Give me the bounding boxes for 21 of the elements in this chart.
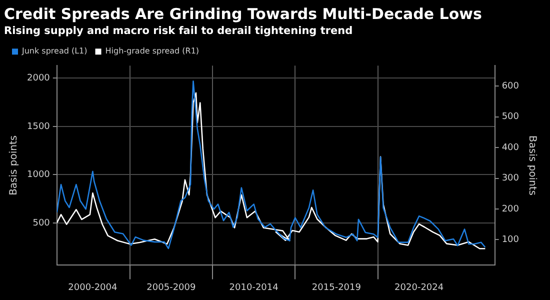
y2-tick-label: 600 <box>502 82 520 92</box>
x-tick-label: 2015-2019 <box>312 282 362 293</box>
y-tick-label: 2000 <box>27 73 50 84</box>
y2-tick-label: 300 <box>502 174 520 184</box>
y2-tick-label: 200 <box>502 204 520 214</box>
y2-tick-label: 400 <box>502 142 520 153</box>
x-tick-label: 2020-2024 <box>394 282 444 293</box>
y2-tick-label: 100 <box>502 235 520 246</box>
y-tick-label: 1000 <box>27 170 50 180</box>
y2-axis-title: Basis points <box>526 135 538 196</box>
legend-label: Junk spread (L1) <box>21 46 88 56</box>
x-tick-label: 2005-2009 <box>146 282 196 293</box>
chart-subtitle: Rising supply and macro risk fail to derail tightening trend <box>4 25 353 38</box>
y-tick-label: 500 <box>32 218 50 228</box>
x-tick-label: 2000-2004 <box>68 282 118 293</box>
legend-label: High-grade spread (R1) <box>105 46 200 56</box>
y-tick-label: 1500 <box>27 122 50 132</box>
y-axis-title: Basis points <box>8 135 20 196</box>
x-tick-label: 2010-2014 <box>229 282 279 293</box>
y2-tick-label: 500 <box>502 112 520 122</box>
chart-title: Credit Spreads Are Grinding Towards Multi-Decade Lows <box>4 4 482 23</box>
